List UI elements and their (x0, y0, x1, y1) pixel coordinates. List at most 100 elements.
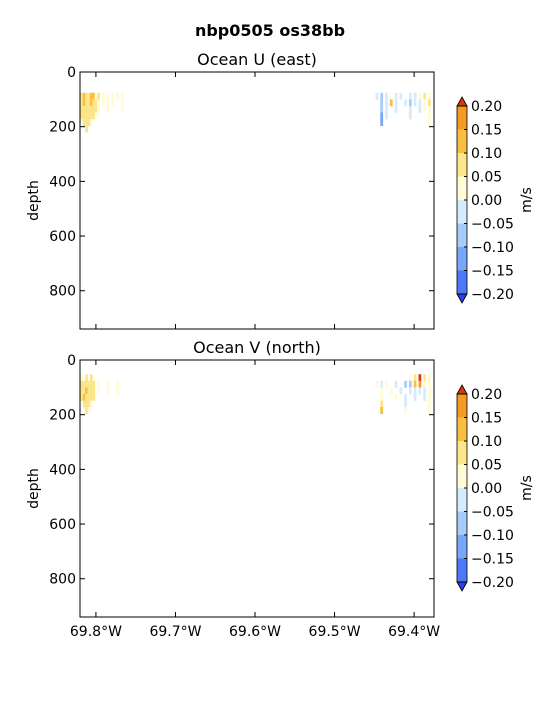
colorbar-label: m/s (519, 475, 535, 501)
x-tick-label: 69.5°W (309, 624, 361, 640)
colorbar: 0.20 0.15 0.10 0.05 0.00 −0.05 −0.10 −0.15 −0.20… (456, 96, 535, 304)
colorbar-tick-label: 0.05 (471, 458, 502, 474)
axes-frame (79, 359, 435, 618)
data-cell (380, 119, 384, 126)
data-cell (394, 92, 398, 100)
data-cell (89, 400, 93, 408)
colorbar-tick-label: −0.20 (471, 287, 514, 303)
data-cell (101, 99, 105, 107)
data-cell (89, 112, 93, 120)
data-cell (82, 92, 86, 100)
colorbar-band (457, 270, 467, 295)
data-cell (106, 105, 110, 113)
data-cell (80, 99, 84, 107)
data-cell (80, 387, 84, 395)
data-cell (94, 92, 98, 100)
y-tick-label: 400 (49, 462, 76, 478)
colorbar-tick-label: −0.05 (471, 217, 514, 233)
data-cell (116, 387, 119, 395)
data-cell (418, 380, 422, 388)
colorbar-tick-label: −0.15 (471, 264, 514, 280)
data-cell (87, 400, 91, 408)
data-cell (394, 99, 398, 107)
data-cell (385, 105, 388, 113)
data-cell (408, 105, 412, 113)
data-cell (80, 380, 84, 388)
data-cell (413, 374, 417, 382)
data-cell (428, 387, 431, 395)
colorbar-band (457, 417, 467, 442)
data-cell (408, 374, 412, 382)
colorbar-tick-label: 0.20 (471, 99, 502, 115)
data-cell (428, 400, 431, 408)
data-cell (106, 387, 110, 395)
colorbar-tick-label: 0.00 (471, 193, 502, 209)
data-cell (404, 393, 407, 401)
chart-panel-1: Ocean U (east) 0 200 400 600 800 depth 0.20 0.15… (26, 50, 535, 330)
colorbar-band (457, 394, 467, 418)
data-cell (380, 400, 384, 408)
data-cell (94, 105, 98, 113)
data-cell (97, 92, 100, 100)
data-cell (87, 119, 91, 126)
data-cell (394, 380, 398, 388)
chart-panel-2: Ocean V (north) 0 200 400 600 800 69.8°W 69.7°W… (26, 338, 535, 640)
data-cell (89, 393, 93, 401)
data-cell (106, 380, 110, 388)
data-cell (116, 92, 119, 100)
data-cell (82, 105, 86, 113)
data-cell (111, 99, 115, 107)
colorbar-extend-min (456, 293, 468, 304)
data-cell (423, 92, 427, 100)
data-cell (408, 92, 412, 100)
colorbar-tick-label: 0.20 (471, 387, 502, 403)
data-cell (101, 92, 105, 100)
colorbar-label: m/s (519, 187, 535, 213)
x-tick-label: 69.6°W (229, 624, 281, 640)
data-cell (85, 99, 88, 107)
y-tick-label: 800 (49, 572, 76, 588)
data-cell (428, 112, 431, 120)
colorbar-extend-min (456, 581, 468, 592)
data-cell (380, 393, 384, 401)
data-cell (418, 105, 422, 113)
colorbar-band (457, 153, 467, 177)
data-cell (85, 400, 88, 408)
data-cell (413, 92, 417, 100)
data-cell (428, 393, 431, 401)
colorbar-tick-label: 0.05 (471, 170, 502, 186)
chart-title: Ocean V (north) (193, 338, 321, 357)
data-cell (380, 112, 384, 120)
colorbar-tick-label: 0.15 (471, 411, 502, 427)
data-cell (385, 92, 388, 100)
data-cell (87, 112, 91, 120)
colorbar-band (457, 129, 467, 154)
data-cell (423, 374, 427, 382)
data-cell (82, 387, 86, 395)
data-cell (423, 393, 427, 401)
data-cell (89, 380, 93, 388)
data-cell (413, 387, 417, 395)
colorbar-band (457, 247, 467, 271)
data-cell (80, 393, 84, 401)
data-cell (399, 92, 403, 100)
data-cell (97, 387, 100, 395)
data-cell (92, 393, 96, 401)
y-tick-label: 400 (49, 174, 76, 190)
colorbar-tick-label: 0.10 (471, 146, 502, 162)
data-cell (380, 387, 384, 395)
data-cell (80, 92, 84, 100)
data-cell (82, 393, 86, 401)
data-cell (92, 387, 96, 395)
data-cell (92, 99, 96, 107)
colorbar-extend-max (456, 384, 468, 395)
data-cell (423, 105, 427, 113)
y-tick-label: 200 (49, 408, 76, 424)
data-cell (89, 92, 93, 100)
colorbar-band (457, 488, 467, 512)
data-cell (92, 112, 96, 120)
data-cell (92, 92, 96, 100)
data-cell (87, 407, 91, 414)
y-tick-label: 800 (49, 284, 76, 300)
